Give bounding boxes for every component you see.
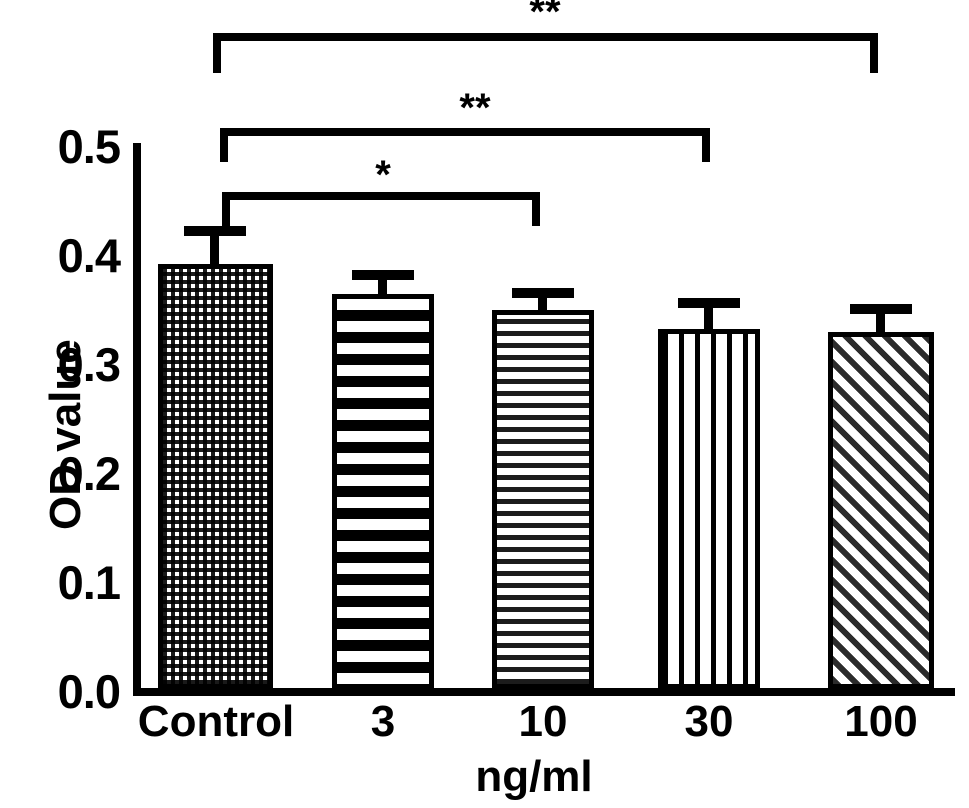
error-bar-stem-10 xyxy=(538,290,547,314)
significance-star-control-vs-10: * xyxy=(375,153,391,197)
y-axis-tick-0.0: 0.0 xyxy=(57,665,121,718)
significance-star-control-vs-30: ** xyxy=(459,86,491,130)
error-bar-cap-control xyxy=(184,226,246,236)
x-axis-tick-30: 30 xyxy=(684,697,734,746)
significance-bracket-control-vs-10 xyxy=(222,192,540,226)
error-bar-stem-100 xyxy=(876,306,885,336)
bar-100 xyxy=(828,332,934,689)
y-axis-title: OD value xyxy=(41,339,90,530)
y-axis-tick-0.4: 0.4 xyxy=(57,229,121,282)
bar-30 xyxy=(658,329,760,689)
error-bar-stem-control xyxy=(210,228,219,268)
error-bar-cap-100 xyxy=(850,304,912,314)
significance-bracket-control-vs-100 xyxy=(213,33,878,73)
x-axis-tick-100: 100 xyxy=(844,697,918,746)
y-axis-tick-0.5: 0.5 xyxy=(57,120,121,173)
error-bar-cap-10 xyxy=(512,288,574,298)
x-axis-tick-10: 10 xyxy=(518,697,568,746)
y-axis-tick-0.3: 0.3 xyxy=(57,338,121,391)
error-bar-stem-3 xyxy=(378,272,387,298)
y-axis-tick-0.1: 0.1 xyxy=(57,556,121,609)
y-axis-tick-0.2: 0.2 xyxy=(57,447,121,500)
error-bar-cap-30 xyxy=(678,298,740,308)
x-axis-line xyxy=(133,688,955,696)
x-axis-tick-3: 3 xyxy=(370,697,396,746)
significance-bracket-control-vs-30 xyxy=(220,128,710,162)
bar-control xyxy=(158,264,273,689)
bar-3 xyxy=(332,294,434,689)
bar-10 xyxy=(492,310,594,689)
y-axis-line xyxy=(133,143,141,695)
error-bar-cap-3 xyxy=(352,270,414,280)
x-axis-title: ng/ml xyxy=(475,752,593,801)
significance-star-control-vs-100: ** xyxy=(529,0,561,34)
error-bar-stem-30 xyxy=(704,300,713,333)
x-axis-tick-control: Control xyxy=(137,697,295,746)
